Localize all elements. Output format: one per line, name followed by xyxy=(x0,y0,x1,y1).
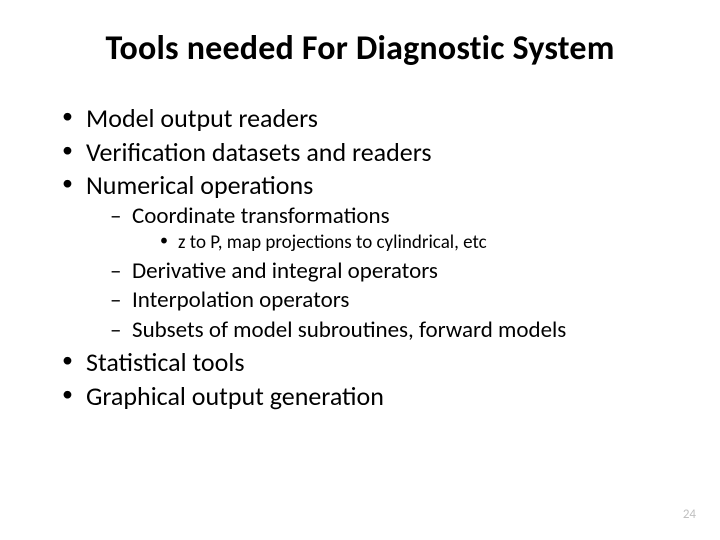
bullet-subsublist: z to P, map projections to cylindrical, … xyxy=(132,231,676,256)
bullet-text: Subsets of model subroutines, forward mo… xyxy=(132,316,566,344)
bullet-level2: Interpolation operators xyxy=(110,286,676,315)
bullet-level1: Statistical tools xyxy=(62,347,676,379)
bullet-text: Derivative and integral operators xyxy=(132,257,438,285)
bullet-sublist: Coordinate transformations z to P, map p… xyxy=(86,202,676,345)
bullet-text: Numerical operations xyxy=(86,169,313,201)
bullet-level2: Derivative and integral operators xyxy=(110,257,676,286)
bullet-text: Statistical tools xyxy=(86,346,245,378)
bullet-level1: Graphical output generation xyxy=(62,381,676,413)
bullet-text: Graphical output generation xyxy=(86,380,384,412)
bullet-level3: z to P, map projections to cylindrical, … xyxy=(160,231,676,256)
bullet-text: z to P, map projections to cylindrical, … xyxy=(178,231,487,254)
bullet-level1: Verification datasets and readers xyxy=(62,137,676,169)
bullet-text: Coordinate transformations xyxy=(132,202,390,230)
bullet-list: Model output readers Verification datase… xyxy=(44,103,676,412)
bullet-level2: Subsets of model subroutines, forward mo… xyxy=(110,316,676,345)
bullet-text: Verification datasets and readers xyxy=(86,136,432,168)
bullet-level1: Numerical operations Coordinate transfor… xyxy=(62,170,676,344)
bullet-level1: Model output readers xyxy=(62,103,676,135)
page-number: 24 xyxy=(683,507,696,522)
slide-title: Tools needed For Diagnostic System xyxy=(44,28,676,69)
bullet-level2: Coordinate transformations z to P, map p… xyxy=(110,202,676,255)
bullet-text: Model output readers xyxy=(86,102,318,134)
bullet-text: Interpolation operators xyxy=(132,286,349,314)
slide: Tools needed For Diagnostic System Model… xyxy=(0,0,720,540)
